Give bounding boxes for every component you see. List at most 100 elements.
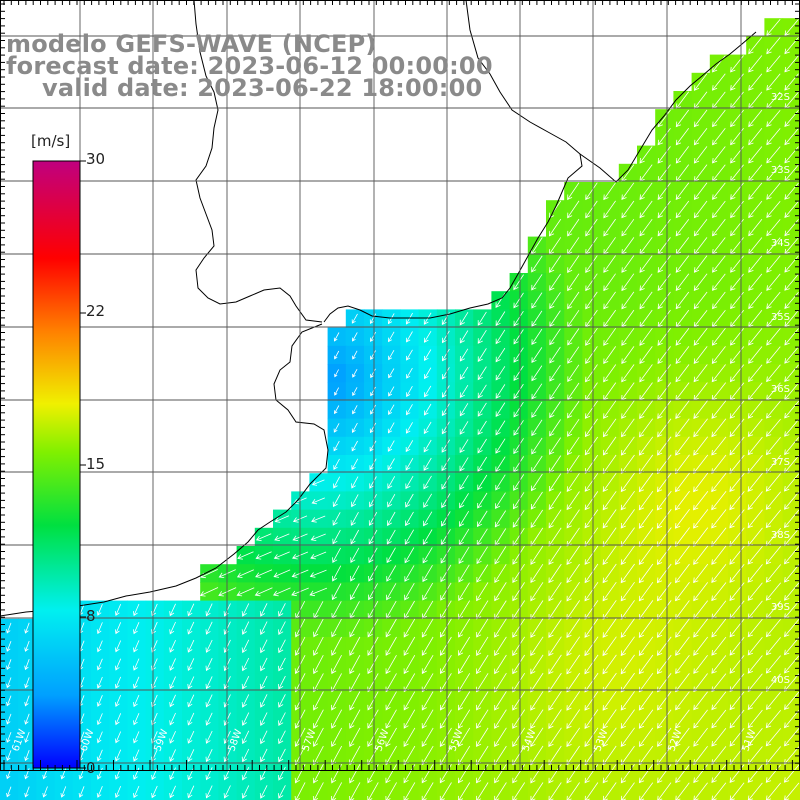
wind-arrow xyxy=(477,438,487,454)
wind-speed-cell xyxy=(582,491,602,511)
wind-arrow xyxy=(458,600,471,620)
wind-arrow xyxy=(784,691,800,711)
wind-arrow xyxy=(603,255,616,273)
wind-speed-cell xyxy=(746,418,765,438)
wind-arrow xyxy=(370,331,377,342)
wind-arrow xyxy=(620,490,635,511)
wind-speed-cell xyxy=(691,618,711,638)
wind-speed-cell xyxy=(400,473,420,492)
wind-arrow xyxy=(548,527,562,547)
wind-speed-cell xyxy=(382,436,401,456)
wind-arrow xyxy=(512,582,525,602)
wind-speed-cell xyxy=(291,691,310,711)
wind-speed-cell xyxy=(764,655,784,674)
wind-arrow xyxy=(311,479,325,486)
wind-speed-cell xyxy=(637,182,656,201)
wind-arrow xyxy=(513,474,525,491)
wind-arrow xyxy=(495,456,506,473)
wind-speed-cell xyxy=(527,273,547,292)
wind-speed-cell xyxy=(564,655,583,674)
wind-arrow xyxy=(748,364,763,383)
wind-arrow xyxy=(657,691,672,711)
wind-arrow xyxy=(548,618,562,638)
wind-arrow xyxy=(169,694,176,708)
wind-arrow xyxy=(459,403,469,417)
wind-arrow xyxy=(567,182,580,201)
wind-arrow xyxy=(421,727,434,747)
wind-speed-cell xyxy=(582,728,602,747)
wind-speed-cell xyxy=(473,382,492,401)
wind-speed-cell xyxy=(691,182,711,201)
wind-arrow xyxy=(711,436,727,456)
wind-arrow xyxy=(241,748,250,763)
wind-arrow xyxy=(133,731,140,744)
wind-speed-cell xyxy=(655,218,674,238)
wind-speed-cell xyxy=(291,746,310,765)
wind-arrow xyxy=(114,767,122,780)
wind-arrow xyxy=(403,709,416,729)
wind-arrow xyxy=(747,637,763,656)
wind-arrow xyxy=(440,529,451,546)
wind-arrow xyxy=(477,329,487,344)
wind-speed-cell xyxy=(600,436,620,456)
wind-arrow xyxy=(766,55,781,73)
wind-speed-cell xyxy=(691,291,711,310)
wind-speed-cell xyxy=(527,382,547,401)
wind-arrow xyxy=(241,657,250,672)
wind-speed-cell xyxy=(309,655,329,674)
wind-speed-cell xyxy=(637,345,656,365)
wind-arrow xyxy=(370,350,376,360)
wind-arrow xyxy=(114,676,122,689)
wind-speed-cell xyxy=(418,728,438,747)
wind-speed-cell xyxy=(509,509,529,529)
wind-arrow xyxy=(457,691,471,711)
latitude-label: 40S xyxy=(771,675,790,686)
wind-arrow xyxy=(766,128,781,146)
wind-arrow xyxy=(352,369,358,378)
wind-arrow xyxy=(748,273,763,291)
wind-arrow xyxy=(657,327,671,346)
wind-speed-cell xyxy=(546,691,565,711)
wind-arrow xyxy=(566,545,580,565)
wind-arrow xyxy=(367,709,379,729)
wind-speed-cell xyxy=(527,746,547,765)
wind-speed-cell xyxy=(655,564,674,583)
wind-arrow xyxy=(638,618,654,638)
wind-speed-cell xyxy=(764,473,784,492)
wind-arrow xyxy=(403,618,416,638)
wind-speed-cell xyxy=(418,764,438,784)
wind-speed-cell xyxy=(600,618,620,638)
wind-arrow xyxy=(513,365,524,381)
wind-arrow xyxy=(351,494,359,508)
wind-arrow xyxy=(531,292,543,309)
wind-speed-cell xyxy=(218,637,238,656)
wind-speed-cell xyxy=(509,546,529,565)
wind-speed-cell xyxy=(254,637,274,656)
colorbar-tick-label: 30 xyxy=(86,150,106,168)
wind-speed-cell xyxy=(509,673,529,693)
wind-arrow xyxy=(459,421,469,435)
wind-speed-cell xyxy=(673,327,693,347)
wind-speed-cell xyxy=(509,382,529,401)
wind-speed-cell xyxy=(582,746,602,765)
wind-speed-cell xyxy=(273,637,292,656)
wind-speed-cell xyxy=(709,418,729,438)
wind-speed-cell xyxy=(764,728,784,747)
wind-arrow xyxy=(205,621,213,635)
wind-arrow xyxy=(403,782,416,800)
wind-arrow xyxy=(766,73,781,91)
wind-arrow xyxy=(169,731,176,744)
wind-speed-cell xyxy=(291,655,310,674)
wind-arrow xyxy=(259,675,268,690)
wind-arrow xyxy=(711,418,727,438)
wind-arrow xyxy=(784,255,799,273)
wind-speed-cell xyxy=(527,728,547,747)
wind-arrow xyxy=(638,636,654,657)
latitude-label: 37S xyxy=(771,457,790,468)
wind-arrow xyxy=(169,658,176,671)
wind-speed-cell xyxy=(273,746,292,765)
wind-speed-cell xyxy=(455,728,474,747)
wind-arrow xyxy=(476,636,489,656)
wind-speed-cell xyxy=(345,364,365,383)
wind-speed-cell xyxy=(728,527,747,547)
